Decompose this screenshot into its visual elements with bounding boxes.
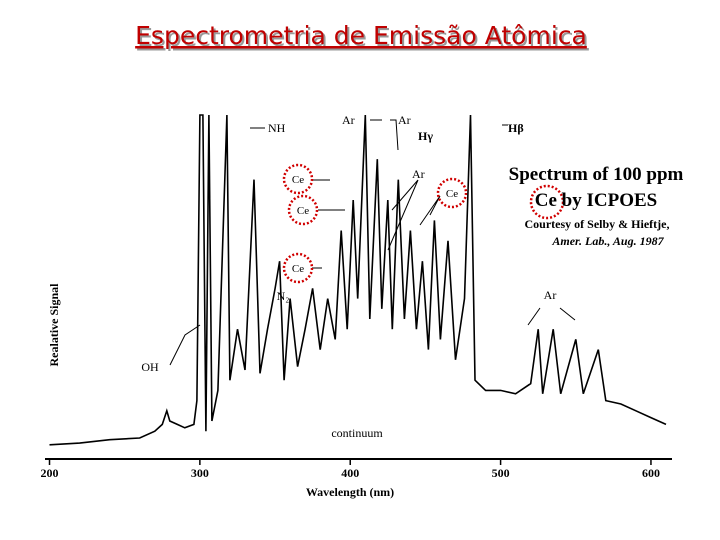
annotation: Ar [398,113,411,127]
annotation: Spectrum of 100 ppm [509,164,684,185]
leader-lines [169,119,576,366]
annotation: Ce [297,205,309,217]
x-tick-label: 300 [191,466,209,480]
annotation: Ce [292,174,304,186]
x-tick-label: 600 [642,466,660,480]
annotation: Ar [342,113,355,127]
annotation: Hγ [418,129,433,143]
annotation: OH [141,360,159,374]
x-tick-label: 400 [341,466,359,480]
annotation: Amer. Lab., Aug. 1987 [551,234,664,248]
annotation: Ce by ICPOES [535,190,657,211]
highlight-circles [282,163,565,284]
annotation: Ar [412,167,425,181]
y-axis-label: Realative Signal [47,283,61,367]
annotation: Ce [446,188,458,200]
annotation: Courtesy of Selby & Hieftje, [525,217,670,231]
slide-title: Espectrometria de Emissão Atômica [135,21,587,50]
x-axis-label: Wavelength (nm) [306,485,394,499]
annotation: continuum [331,426,383,440]
annotation: Ar [544,288,557,302]
annotation: NH [268,121,286,135]
annotation: N₂ [277,289,290,303]
spectrum-line [49,114,667,446]
x-tick-label: 200 [41,466,59,480]
annotation: Ce [292,263,304,275]
annotation: Hβ [508,121,524,135]
x-tick-label: 500 [492,466,510,480]
